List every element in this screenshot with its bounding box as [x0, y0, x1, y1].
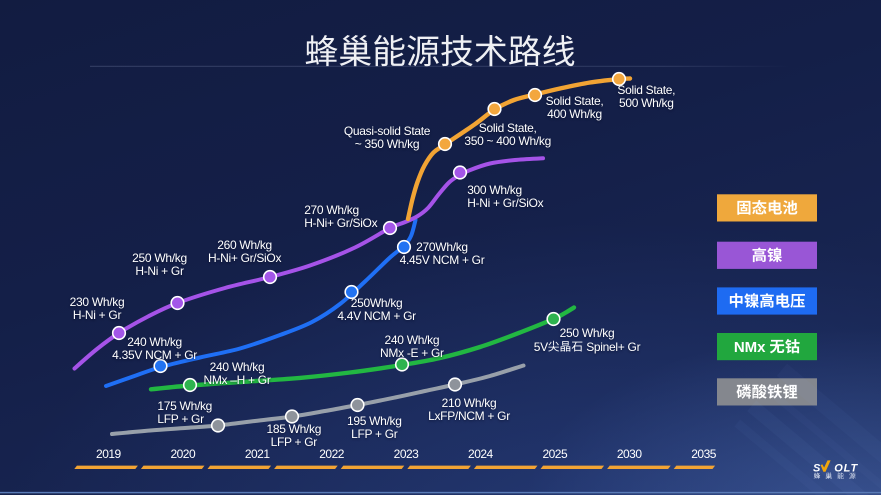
svg-text:S: S: [813, 463, 821, 475]
svg-text:NMx: NMx: [734, 339, 766, 356]
svg-text:OLT: OLT: [834, 463, 858, 475]
